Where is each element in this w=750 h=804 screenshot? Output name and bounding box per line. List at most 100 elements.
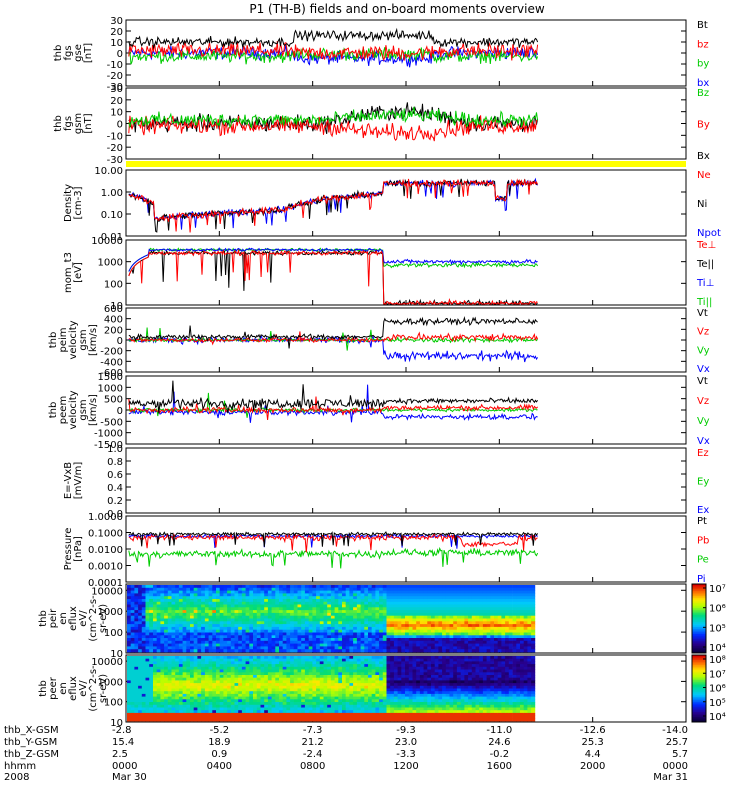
spectrogram-cell — [134, 702, 138, 705]
spectrogram-cell — [464, 616, 468, 619]
spectrogram-cell — [298, 683, 302, 686]
spectrogram-cell — [424, 697, 428, 700]
spectrogram-cell — [435, 596, 439, 599]
spectrogram-cell — [312, 708, 316, 711]
spectrogram-cell — [134, 599, 138, 602]
spectrogram-cell — [216, 659, 220, 662]
spectrogram-cell — [242, 683, 246, 686]
spectrogram-cell — [134, 697, 138, 700]
spectrogram-cell — [409, 659, 413, 662]
spectrogram-cell — [387, 641, 391, 644]
spectrogram-cell — [149, 670, 153, 673]
spectrogram-cell — [212, 624, 216, 627]
spectrogram-cell — [220, 672, 224, 675]
spectrogram-cell — [531, 621, 535, 624]
spectrogram-cell — [272, 630, 276, 633]
spectrogram-cell — [268, 656, 272, 659]
spectrogram-cell — [183, 591, 187, 594]
spectrogram-cell — [183, 691, 187, 694]
spectrogram-cell — [424, 644, 428, 647]
spectrogram-cell — [149, 705, 153, 708]
spectrogram-cell — [194, 691, 198, 694]
spectrogram-cell — [309, 678, 313, 681]
spectrogram-cell — [268, 686, 272, 689]
legend-Bz: Bz — [697, 88, 709, 99]
spectrogram-cell — [438, 613, 442, 616]
spectrogram-cell — [312, 588, 316, 591]
spectrogram-cell — [364, 593, 368, 596]
spectrogram-cell — [209, 613, 213, 616]
spectrogram-cell — [153, 667, 157, 670]
spectrogram-cell — [338, 607, 342, 610]
spectrogram-cell — [427, 613, 431, 616]
spectrogram-cell — [487, 624, 491, 627]
spectrogram-cell — [242, 678, 246, 681]
spectrogram-cell — [338, 621, 342, 624]
spectrogram-cell — [190, 630, 194, 633]
spectrogram-cell — [387, 619, 391, 622]
spectrogram-cell — [286, 596, 290, 599]
spectrogram-cell — [390, 694, 394, 697]
spectrogram-cell — [468, 619, 472, 622]
spectrogram-cell — [138, 607, 142, 610]
panel-peim-velocity: 6004002000-200-400-600thbpeimvelocitygsm… — [48, 304, 710, 379]
spectrogram-cell — [372, 702, 376, 705]
spectrogram-cell — [294, 702, 298, 705]
spectrogram-cell — [134, 672, 138, 675]
spectrogram-cell — [424, 705, 428, 708]
spectrogram-cell — [235, 649, 239, 652]
spectrogram-cell — [179, 686, 183, 689]
spectrogram-cell — [383, 694, 387, 697]
spectrogram-cell — [179, 619, 183, 622]
spectrogram-cell — [268, 708, 272, 711]
spectrogram-cell — [316, 585, 320, 588]
spectrogram-cell — [338, 705, 342, 708]
spectrogram-cell — [479, 624, 483, 627]
spectrogram-cell — [209, 659, 213, 662]
spectrogram-cell — [238, 591, 242, 594]
spectrogram-cell — [268, 672, 272, 675]
spectrogram-cell — [527, 621, 531, 624]
spectrogram-cell — [179, 607, 183, 610]
spectrogram-cell — [242, 621, 246, 624]
spectrogram-cell — [142, 591, 146, 594]
spectrogram-cell — [431, 624, 435, 627]
spectrogram-cell — [346, 661, 350, 664]
spectrogram-cell — [413, 638, 417, 641]
spectrogram-cell — [309, 710, 313, 713]
spectrogram-cell — [375, 610, 379, 613]
spectrogram-cell — [134, 591, 138, 594]
spectrogram-cell — [164, 691, 168, 694]
spectrogram-cell — [223, 646, 227, 649]
spectrogram-cell — [435, 633, 439, 636]
spectrogram-cell — [183, 644, 187, 647]
spectrogram-cell — [294, 664, 298, 667]
spectrogram-cell — [249, 705, 253, 708]
spectrogram-cell — [405, 705, 409, 708]
spectrogram-cell — [209, 644, 213, 647]
spectrogram-cell — [131, 613, 135, 616]
spectrogram-cell — [368, 596, 372, 599]
spectrogram-cell — [513, 593, 517, 596]
spectrogram-cell — [357, 649, 361, 652]
spectrogram-cell — [172, 624, 176, 627]
spectrogram-cell — [394, 680, 398, 683]
spectrogram-cell — [283, 689, 287, 692]
spectrogram-cell — [146, 694, 150, 697]
spectrogram-cell — [335, 667, 339, 670]
spectrogram-cell — [272, 644, 276, 647]
series-Ne — [129, 179, 538, 233]
spectrogram-cell — [212, 659, 216, 662]
spectrogram-cell — [342, 599, 346, 602]
spectrogram-cell — [146, 686, 150, 689]
spectrogram-cell — [305, 718, 309, 721]
spectrogram-cell — [160, 641, 164, 644]
y-tick-label: 0.10 — [101, 210, 123, 221]
spectrogram-cell — [249, 585, 253, 588]
spectrogram-cell — [231, 710, 235, 713]
spectrogram-cell — [438, 619, 442, 622]
spectrogram-cell — [338, 616, 342, 619]
spectrogram-cell — [505, 585, 509, 588]
y-tick-label: -1000 — [94, 429, 123, 440]
spectrogram-cell — [401, 605, 405, 608]
